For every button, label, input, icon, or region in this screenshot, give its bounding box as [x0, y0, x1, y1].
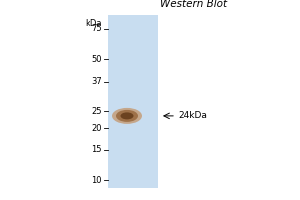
Ellipse shape	[116, 110, 138, 122]
Text: 50: 50	[92, 55, 102, 64]
Text: 15: 15	[92, 145, 102, 154]
Ellipse shape	[112, 108, 142, 124]
Text: Western Blot: Western Blot	[160, 0, 228, 9]
Text: 10: 10	[92, 176, 102, 185]
Ellipse shape	[121, 112, 134, 119]
Text: 37: 37	[91, 77, 102, 86]
Bar	[108, 15, 158, 188]
Text: 24kDa: 24kDa	[178, 111, 207, 120]
Text: 25: 25	[92, 107, 102, 116]
Text: 20: 20	[92, 124, 102, 133]
Text: kDa: kDa	[85, 19, 102, 28]
Text: 75: 75	[92, 24, 102, 33]
